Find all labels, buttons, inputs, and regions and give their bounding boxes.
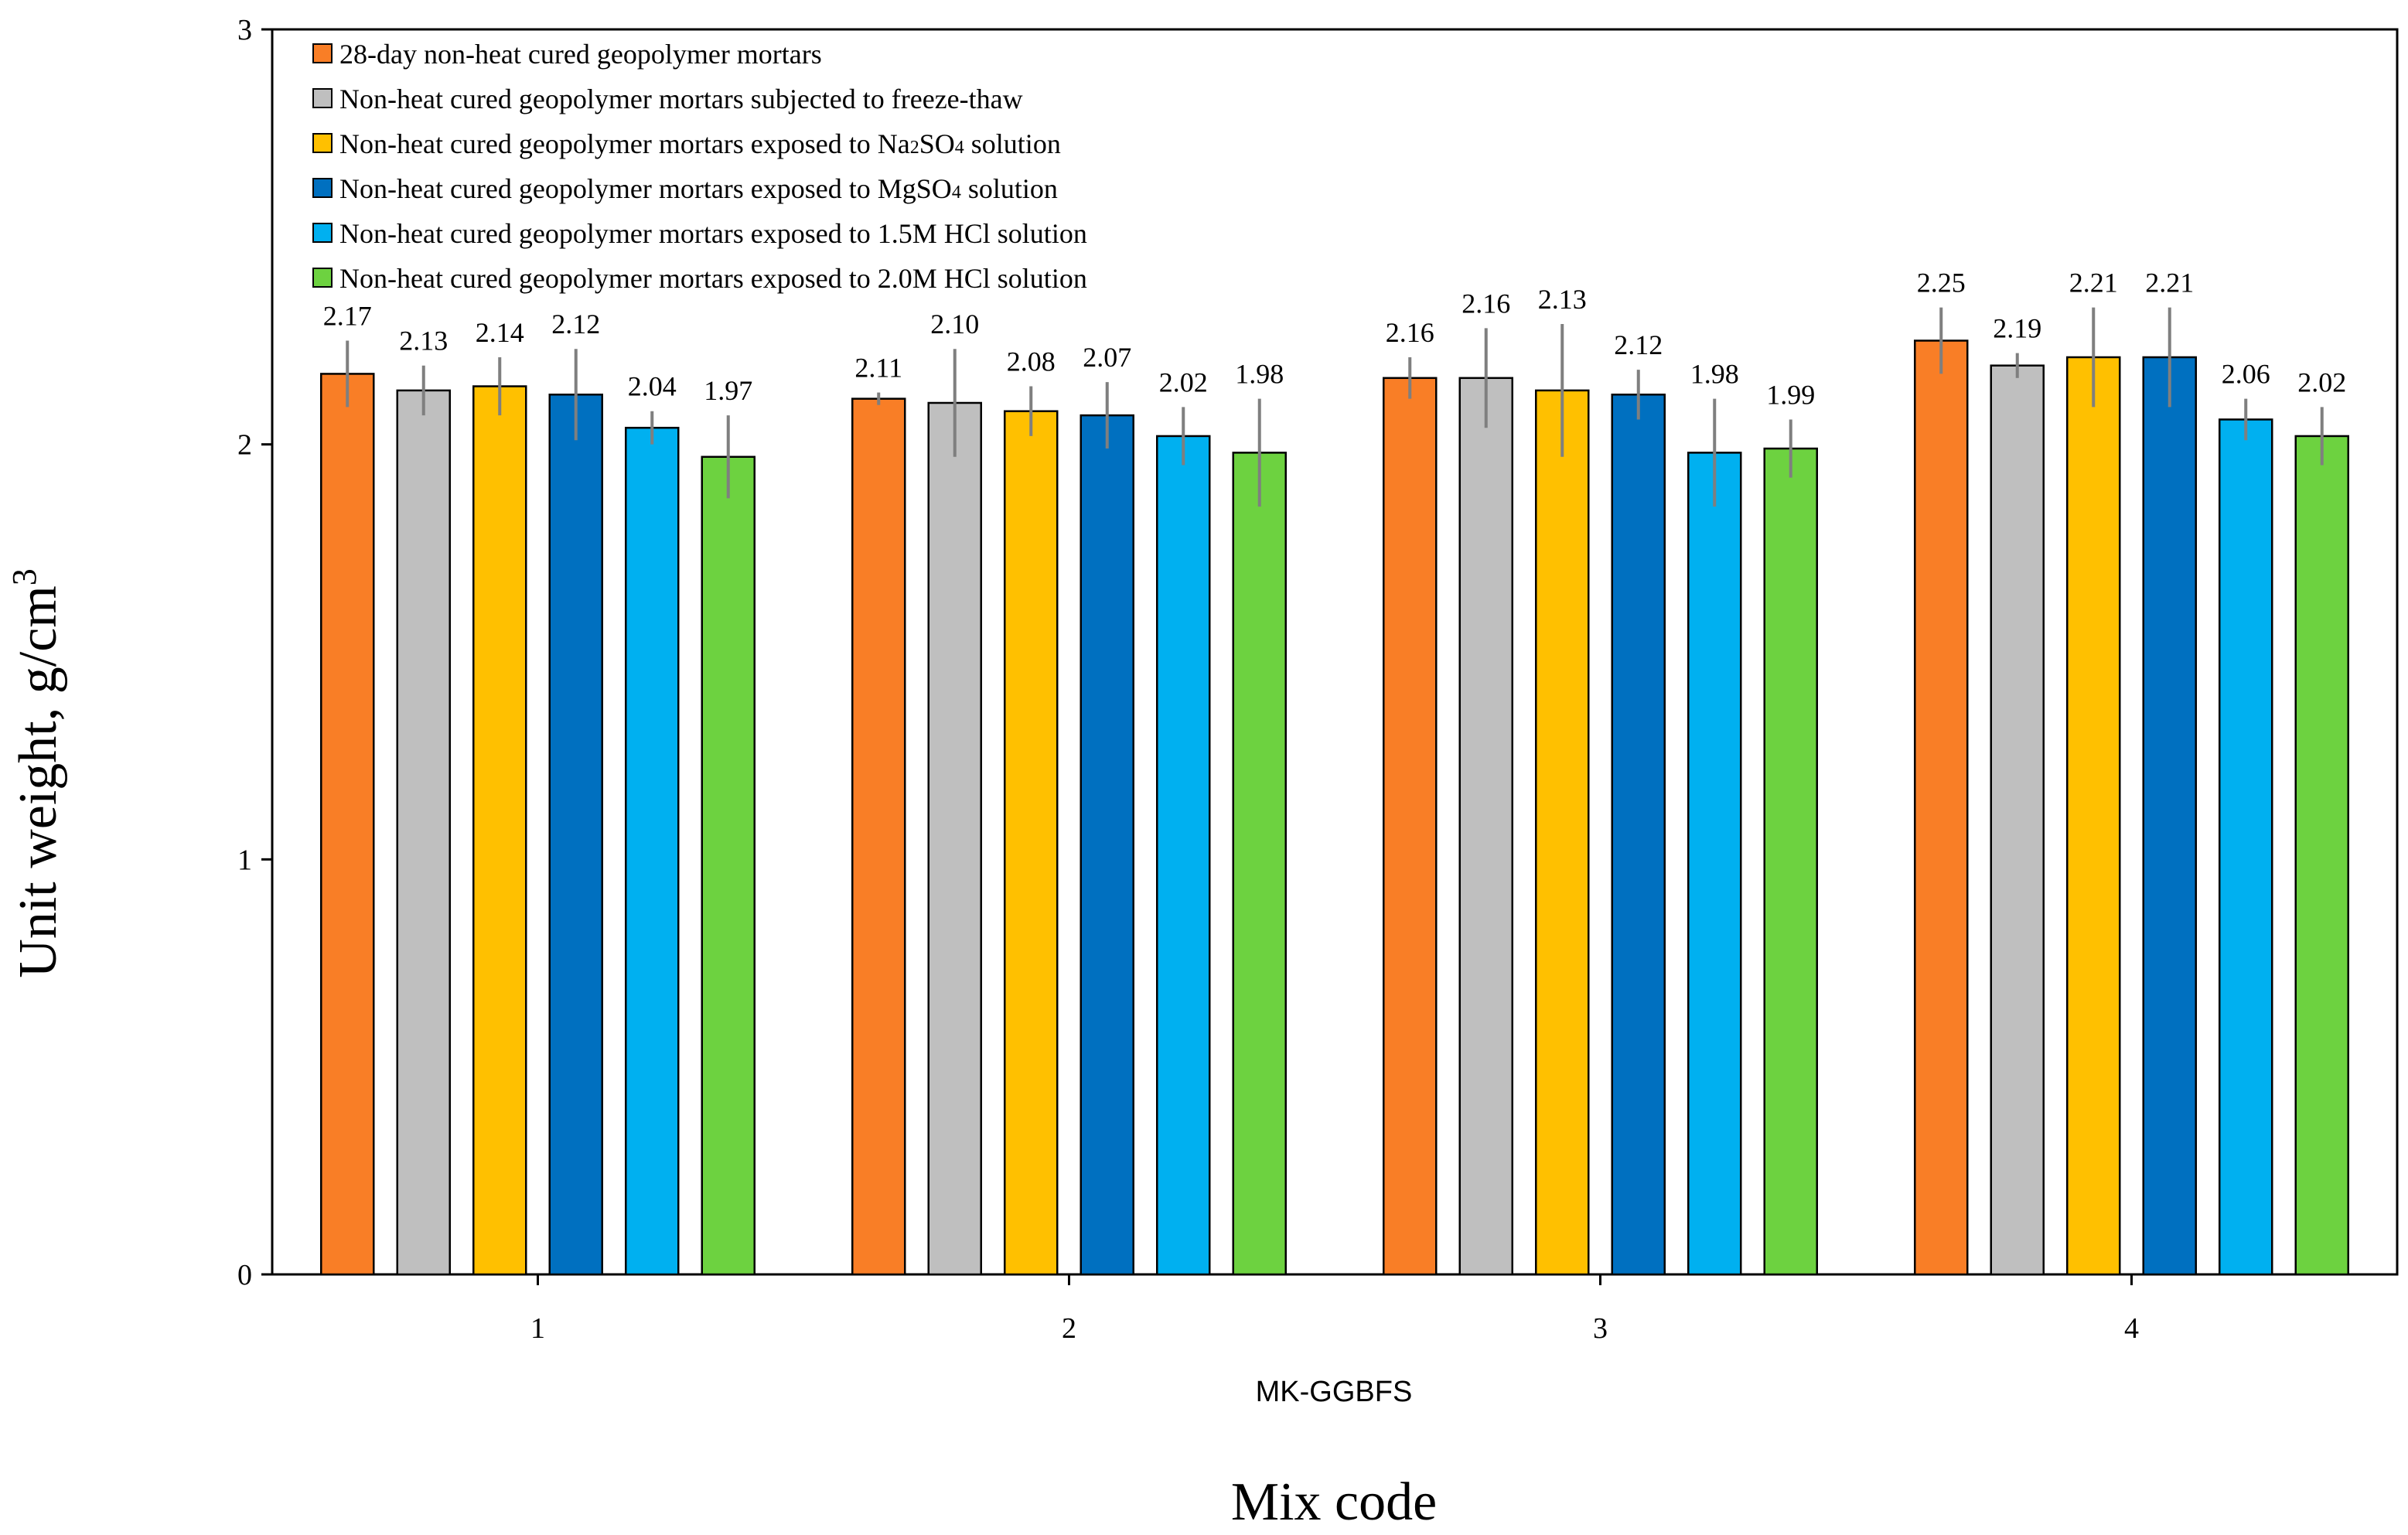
data-label: 1.97 [704,375,752,406]
legend-text-part: SO [919,128,955,159]
data-label: 2.21 [2145,268,2194,298]
bar [701,455,755,1276]
legend-text-part: Non-heat cured geopolymer mortars expose… [339,173,952,204]
legend-text-part: solution [964,128,1061,159]
data-label: 2.10 [930,309,979,339]
y-axis-title: Unit weight, g/cm3 [5,568,68,977]
legend-subscript: 2 [910,138,919,158]
legend-text-part: Non-heat cured geopolymer mortars expose… [339,218,1087,249]
bars-layer [320,307,2349,1276]
data-label: 2.16 [1462,288,1510,319]
bar [1611,394,1666,1276]
x-axis-title: Mix code [1231,1472,1437,1532]
bar [472,385,527,1276]
bar [2294,435,2349,1276]
bar [1004,410,1059,1276]
legend-text-part: Non-heat cured geopolymer mortars subjec… [339,84,1023,114]
legend-swatch [312,43,333,63]
legend-subscript: 4 [952,182,961,203]
x-tick-label: 3 [1593,1312,1608,1345]
data-label: 2.02 [2297,367,2346,397]
legend-text-part: Non-heat cured geopolymer mortars expose… [339,128,910,159]
data-label: 2.16 [1386,317,1434,348]
bar [625,426,680,1276]
legend-label: Non-heat cured geopolymer mortars expose… [339,128,1061,159]
x-tick-label: 4 [2124,1312,2139,1345]
data-label: 2.04 [628,371,677,402]
bar [1458,377,1513,1276]
data-label: 2.21 [2069,268,2118,298]
legend-text-part: solution [961,173,1058,204]
data-label: 2.06 [2222,359,2270,390]
legend: 28-day non-heat cured geopolymer mortars… [312,39,1087,294]
data-label: 2.17 [323,301,372,332]
data-label: 2.19 [1993,313,2041,344]
y-tick-label: 0 [237,1259,252,1291]
y-tick-label: 3 [237,14,252,46]
bar [2219,418,2273,1276]
legend-label: Non-heat cured geopolymer mortars expose… [339,173,1058,204]
data-label: 1.98 [1690,359,1739,390]
bar [1763,447,1818,1276]
data-label: 2.07 [1083,342,1131,373]
bar [1535,389,1590,1276]
bar [1156,435,1211,1276]
data-label: 2.14 [476,317,524,348]
legend-swatch [312,133,333,153]
legend-label: Non-heat cured geopolymer mortars expose… [339,263,1087,294]
bar [1232,452,1287,1276]
data-label: 2.12 [1614,329,1663,360]
legend-swatch [312,268,333,288]
bar [1080,414,1134,1276]
bar [1383,377,1438,1276]
data-label: 2.02 [1159,367,1208,397]
y-tick-label: 1 [237,844,252,876]
legend-swatch [312,88,333,108]
bar [2142,356,2197,1276]
data-label: 1.98 [1235,359,1284,390]
bar [1990,364,2045,1276]
data-label: 1.99 [1766,379,1815,410]
data-label: 2.11 [854,353,902,384]
bar [851,397,906,1276]
x-tick-label: 2 [1062,1312,1076,1345]
legend-swatch [312,178,333,198]
data-label: 2.08 [1007,346,1056,377]
bar [548,394,603,1276]
legend-label: Non-heat cured geopolymer mortars subjec… [339,84,1023,114]
plot-frame [271,28,2399,1276]
data-label: 2.13 [399,326,448,356]
data-label: 2.12 [551,309,600,339]
bar [2066,356,2121,1276]
axes-layer: 0 1 2 3 1 2 3 4 [237,14,2399,1345]
x-group-label: MK-GGBFS [1256,1376,1413,1408]
data-label: 2.13 [1538,284,1587,315]
legend-swatch [312,223,333,243]
legend-label: 28-day non-heat cured geopolymer mortars [339,39,822,70]
bar [927,401,982,1276]
legend-text-part: 28-day non-heat cured geopolymer mortars [339,39,822,70]
bar [320,373,375,1276]
y-tick-label: 2 [237,429,252,462]
x-tick-label: 1 [530,1312,545,1345]
legend-subscript: 4 [955,138,964,158]
bar [1914,339,1969,1276]
bar [1687,452,1742,1276]
bar [396,389,451,1276]
legend-label: Non-heat cured geopolymer mortars expose… [339,218,1087,249]
legend-text-part: Non-heat cured geopolymer mortars expose… [339,263,1087,294]
data-labels-layer: 2.17 2.13 2.14 2.12 2.04 1.97 2.11 2.10 2.08 2.07… [323,268,2347,411]
data-label: 2.25 [1917,268,1966,298]
